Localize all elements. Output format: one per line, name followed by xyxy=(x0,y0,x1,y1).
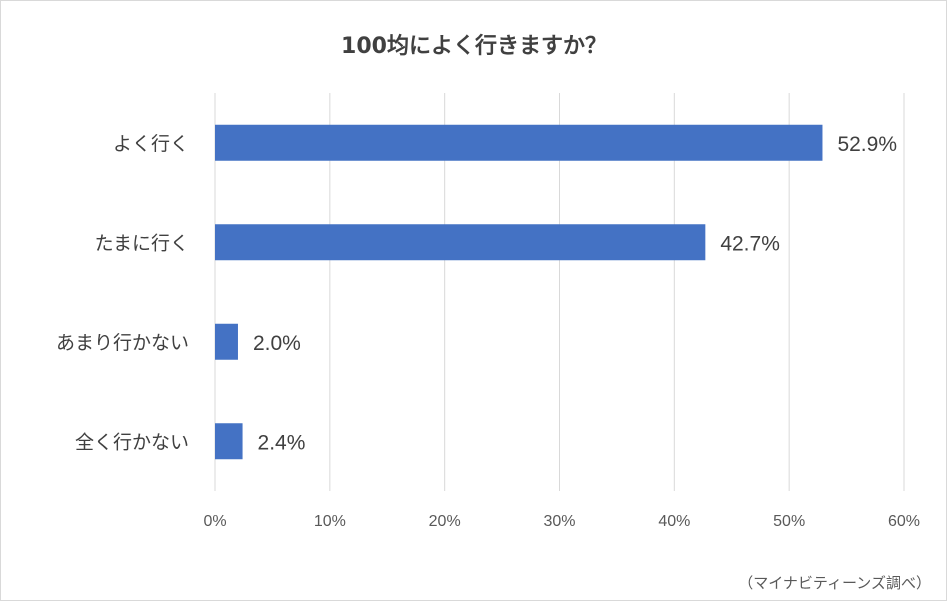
category-label: 全く行かない xyxy=(75,431,189,453)
x-axis-ticks: 0% 10% 20% 30% 40% 50% 60% xyxy=(203,513,920,530)
x-tick-label: 10% xyxy=(314,513,346,530)
bar xyxy=(215,224,706,261)
category-label: よく行く xyxy=(113,133,189,155)
bar xyxy=(215,124,823,161)
data-labels: 52.9% 42.7% 2.0% 2.4% xyxy=(253,133,897,455)
chart-title: 100均によく行きますか？ xyxy=(341,33,607,59)
data-label: 2.4% xyxy=(258,431,306,454)
bar xyxy=(215,423,243,460)
x-tick-label: 60% xyxy=(888,513,920,530)
data-label: 42.7% xyxy=(720,232,780,255)
data-label: 52.9% xyxy=(837,133,897,156)
x-tick-label: 40% xyxy=(658,513,690,530)
x-tick-label: 50% xyxy=(773,513,805,530)
x-tick-label: 30% xyxy=(543,513,575,530)
category-label: あまり行かない xyxy=(56,332,189,354)
source-note: （マイナビティーンズ調べ） xyxy=(738,574,931,592)
x-tick-label: 0% xyxy=(203,513,226,530)
category-label: たまに行く xyxy=(95,232,189,254)
x-tick-label: 20% xyxy=(429,513,461,530)
bars xyxy=(215,124,823,460)
bar xyxy=(215,323,238,360)
data-label: 2.0% xyxy=(253,332,301,355)
